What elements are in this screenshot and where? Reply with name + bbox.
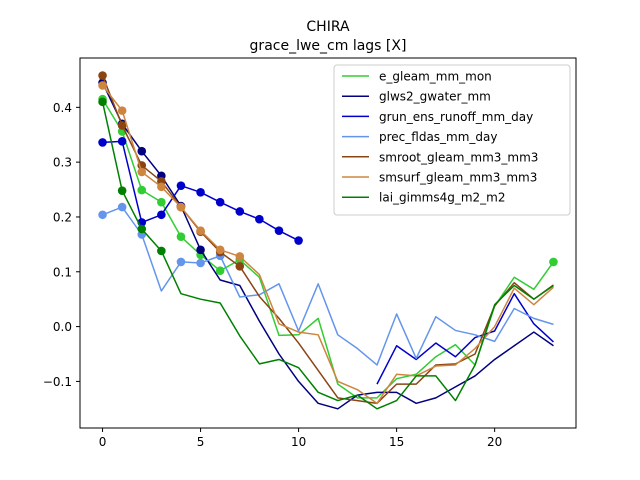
legend-label: lai_gimms4g_m2_m2 bbox=[379, 191, 506, 205]
data-point-e_gleam_mm_mon-3 bbox=[157, 197, 166, 207]
data-point-smsurf_gleam_mm3_mm3-5 bbox=[196, 226, 205, 235]
x-tick-label: 10 bbox=[291, 435, 306, 449]
x-tick-label: 0 bbox=[99, 435, 107, 449]
data-point-grun_ens_runoff_mm_day-9 bbox=[274, 226, 284, 235]
y-tick-label: 0.4 bbox=[53, 101, 72, 115]
legend-item-lai_gimms4g_m2_m2: lai_gimms4g_m2_m2 bbox=[342, 191, 506, 205]
data-point-e_gleam_mm_mon-6 bbox=[215, 266, 225, 275]
series-grun_ens_runoff_mm_day bbox=[98, 137, 554, 385]
axis-ticks: 0 5 10 15 20 −0.1 0.0 0.1 0.2 0.3 0.4 bbox=[43, 101, 502, 449]
data-point-glws2_gwater_mm-2 bbox=[137, 146, 147, 156]
data-point-smroot_gleam_mm3_mm3-7 bbox=[235, 262, 245, 271]
data-point-smsurf_gleam_mm3_mm3-2 bbox=[137, 167, 147, 177]
data-point-grun_ens_runoff_mm_day-3 bbox=[157, 210, 166, 220]
data-point-e_gleam_mm_mon-23 bbox=[549, 257, 558, 267]
legend-item-grun_ens_runoff_mm_day: grun_ens_runoff_mm_day bbox=[342, 110, 533, 124]
legend-item-smroot_gleam_mm3_mm3: smroot_gleam_mm3_mm3 bbox=[342, 150, 538, 164]
data-point-smsurf_gleam_mm3_mm3-3 bbox=[157, 182, 166, 192]
y-tick-label: 0.0 bbox=[53, 320, 72, 334]
data-point-lai_gimms4g_m2_m2-1 bbox=[117, 186, 127, 195]
data-point-smsurf_gleam_mm3_mm3-4 bbox=[176, 202, 186, 212]
data-point-smsurf_gleam_mm3_mm3-6 bbox=[215, 245, 225, 255]
data-point-grun_ens_runoff_mm_day-1 bbox=[117, 137, 127, 146]
data-point-e_gleam_mm_mon-4 bbox=[176, 232, 186, 241]
data-point-smsurf_gleam_mm3_mm3-7 bbox=[235, 252, 245, 261]
y-tick-label: 0.2 bbox=[53, 210, 72, 224]
legend-item-smsurf_gleam_mm3_mm3: smsurf_gleam_mm3_mm3 bbox=[342, 171, 537, 185]
legend-box bbox=[333, 64, 571, 216]
chart-title: CHIRA bbox=[306, 19, 350, 35]
y-tick-label: 0.1 bbox=[53, 265, 72, 279]
plot-frame bbox=[79, 57, 577, 429]
legend-label: smsurf_gleam_mm3_mm3 bbox=[379, 171, 537, 185]
series-line-prec_fldas_mm_day bbox=[102, 206, 554, 366]
x-tick-label: 20 bbox=[487, 435, 502, 449]
legend-label: prec_fldas_mm_day bbox=[379, 130, 498, 144]
data-point-prec_fldas_mm_day-0 bbox=[98, 210, 107, 220]
data-point-prec_fldas_mm_day-4 bbox=[176, 257, 186, 267]
data-point-lai_gimms4g_m2_m2-3 bbox=[157, 246, 166, 256]
series-line-smsurf_gleam_mm3_mm3 bbox=[101, 84, 554, 405]
series-line-glws2_gwater_mm bbox=[101, 82, 554, 410]
data-point-grun_ens_runoff_mm_day-5 bbox=[196, 188, 205, 197]
data-point-grun_ens_runoff_mm_day-8 bbox=[255, 214, 264, 224]
legend-label: e_gleam_mm_mon bbox=[379, 70, 492, 84]
data-point-smsurf_gleam_mm3_mm3-1 bbox=[117, 106, 127, 115]
series-smsurf_gleam_mm3_mm3 bbox=[98, 81, 554, 405]
data-point-smroot_gleam_mm3_mm3-0 bbox=[98, 71, 107, 80]
legend: e_gleam_mm_mon glws2_gwater_mm grun_ens_ru… bbox=[333, 64, 571, 216]
data-point-smroot_gleam_mm3_mm3-1 bbox=[117, 121, 127, 130]
legend-label: glws2_gwater_mm bbox=[379, 90, 491, 104]
series-line-lai_gimms4g_m2_m2 bbox=[101, 101, 554, 410]
x-tick-label: 5 bbox=[197, 435, 205, 449]
series-layer bbox=[98, 71, 558, 410]
data-point-glws2_gwater_mm-5 bbox=[196, 245, 205, 255]
chart-subtitle: grace_lwe_cm lags [X] bbox=[250, 38, 407, 54]
data-point-lai_gimms4g_m2_m2-2 bbox=[137, 224, 147, 234]
series-lai_gimms4g_m2_m2 bbox=[98, 97, 554, 410]
legend-label: grun_ens_runoff_mm_day bbox=[379, 110, 533, 124]
data-point-grun_ens_runoff_mm_day-0 bbox=[98, 138, 107, 147]
x-tick-label: 15 bbox=[389, 435, 404, 449]
legend-item-prec_fldas_mm_day: prec_fldas_mm_day bbox=[342, 130, 498, 144]
data-point-smsurf_gleam_mm3_mm3-0 bbox=[98, 81, 107, 90]
legend-item-e_gleam_mm_mon: e_gleam_mm_mon bbox=[342, 70, 492, 84]
data-point-e_gleam_mm_mon-2 bbox=[137, 185, 147, 195]
y-tick-label: −0.1 bbox=[43, 375, 72, 389]
data-point-prec_fldas_mm_day-1 bbox=[117, 202, 127, 212]
data-point-lai_gimms4g_m2_m2-0 bbox=[98, 97, 107, 107]
legend-label: smroot_gleam_mm3_mm3 bbox=[379, 150, 538, 164]
legend-item-glws2_gwater_mm: glws2_gwater_mm bbox=[342, 90, 491, 104]
data-point-prec_fldas_mm_day-5 bbox=[196, 258, 205, 268]
data-point-grun_ens_runoff_mm_day-4 bbox=[176, 181, 186, 191]
data-point-grun_ens_runoff_mm_day-10 bbox=[294, 236, 303, 245]
data-point-grun_ens_runoff_mm_day-6 bbox=[215, 197, 225, 207]
y-tick-label: 0.3 bbox=[53, 156, 72, 170]
data-point-grun_ens_runoff_mm_day-7 bbox=[235, 207, 245, 216]
